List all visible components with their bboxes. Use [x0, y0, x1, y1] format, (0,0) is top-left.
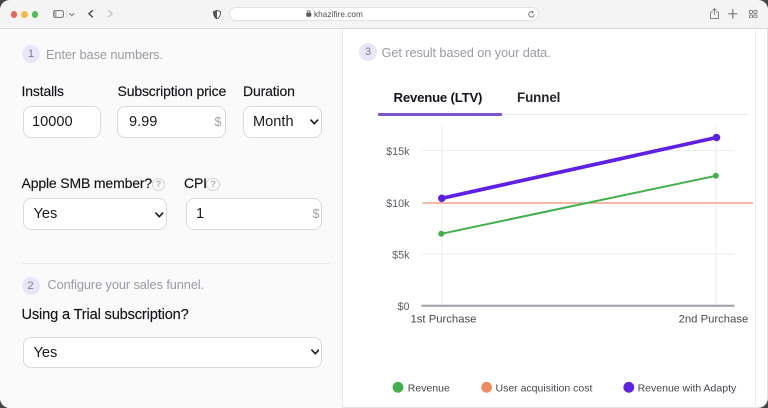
svg-text:1st Purchase: 1st Purchase: [411, 314, 477, 326]
svg-text:2nd Purchase: 2nd Purchase: [679, 314, 749, 326]
svg-text:User acquisition cost: User acquisition cost: [496, 382, 593, 394]
svg-text:Revenue with Adapty: Revenue with Adapty: [638, 382, 737, 394]
svg-text:Revenue: Revenue: [408, 382, 450, 394]
svg-text:$0: $0: [397, 301, 409, 313]
svg-text:$15k: $15k: [386, 146, 410, 158]
svg-text:$5k: $5k: [392, 250, 410, 262]
svg-text:$10k: $10k: [386, 198, 410, 210]
